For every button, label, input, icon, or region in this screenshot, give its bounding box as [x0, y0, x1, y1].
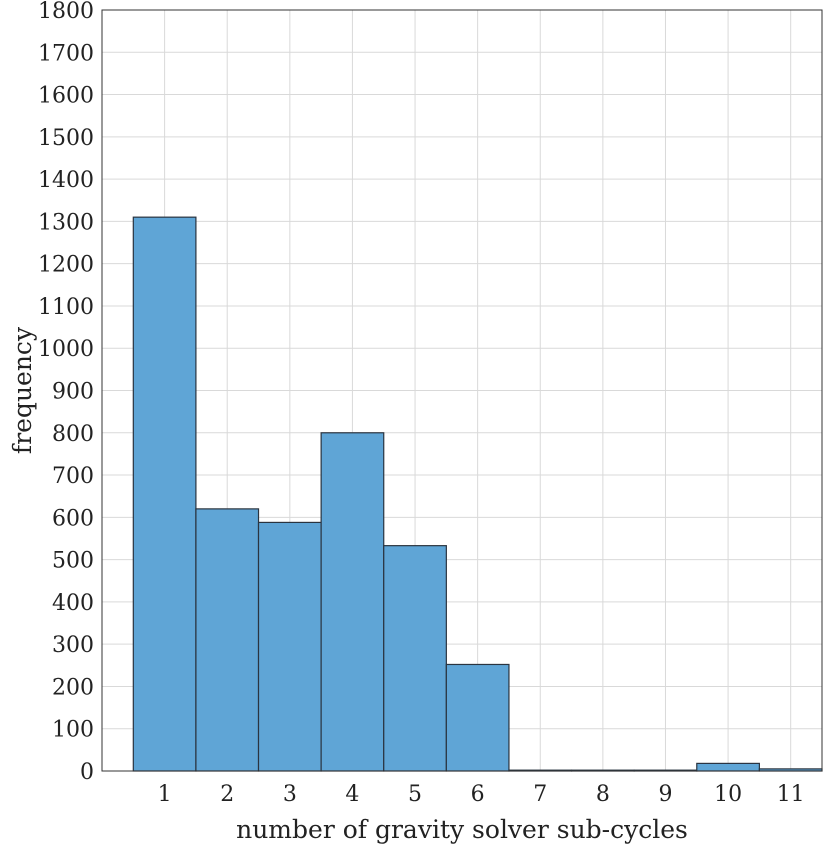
x-tick-label: 6 — [471, 782, 485, 807]
y-tick-label: 0 — [80, 760, 94, 785]
y-tick-label: 400 — [52, 591, 94, 616]
x-tick-label: 2 — [220, 782, 234, 807]
y-tick-label: 500 — [52, 549, 94, 574]
y-axis-label: frequency — [8, 326, 37, 454]
bar-1 — [132, 216, 197, 772]
y-tick-label: 1500 — [38, 126, 94, 151]
y-tick-label: 1300 — [38, 210, 94, 235]
x-tick-labels: 1 2 3 4 5 6 7 8 9 10 11 — [158, 782, 805, 807]
x-tick-label: 3 — [283, 782, 297, 807]
bar-2 — [195, 508, 260, 772]
y-tick-label: 1000 — [38, 337, 94, 362]
bars — [132, 216, 823, 772]
y-tick-label: 1700 — [38, 41, 94, 66]
x-tick-label: 1 — [158, 782, 172, 807]
y-tick-label: 1200 — [38, 253, 94, 278]
y-tick-label: 700 — [52, 464, 94, 489]
bar-3 — [257, 521, 322, 772]
plot-frame — [101, 9, 823, 772]
y-tick-label: 1100 — [38, 295, 94, 320]
x-tick-label: 10 — [714, 782, 742, 807]
bar-4 — [320, 432, 385, 772]
y-tick-label: 1800 — [38, 0, 94, 24]
y-tick-label: 100 — [52, 718, 94, 743]
y-tick-labels: 0 100 200 300 400 500 600 700 800 900 1000 1100 1200… — [38, 0, 94, 785]
x-axis-label: number of gravity solver sub-cycles — [236, 815, 688, 844]
x-tick-label: 9 — [658, 782, 672, 807]
y-tick-label: 900 — [52, 380, 94, 405]
bar-5 — [383, 545, 447, 772]
x-tick-label: 11 — [777, 782, 805, 807]
x-tick-label: 7 — [533, 782, 547, 807]
x-tick-label: 8 — [596, 782, 610, 807]
x-tick-label: 4 — [345, 782, 359, 807]
y-tick-label: 200 — [52, 675, 94, 700]
y-tick-label: 600 — [52, 506, 94, 531]
y-tick-label: 300 — [52, 633, 94, 658]
bar-10 — [696, 762, 760, 772]
y-tick-label: 1400 — [38, 168, 94, 193]
y-tick-label: 800 — [52, 422, 94, 447]
y-tick-label: 1600 — [38, 84, 94, 109]
bar-6 — [445, 663, 510, 772]
x-tick-label: 5 — [408, 782, 422, 807]
